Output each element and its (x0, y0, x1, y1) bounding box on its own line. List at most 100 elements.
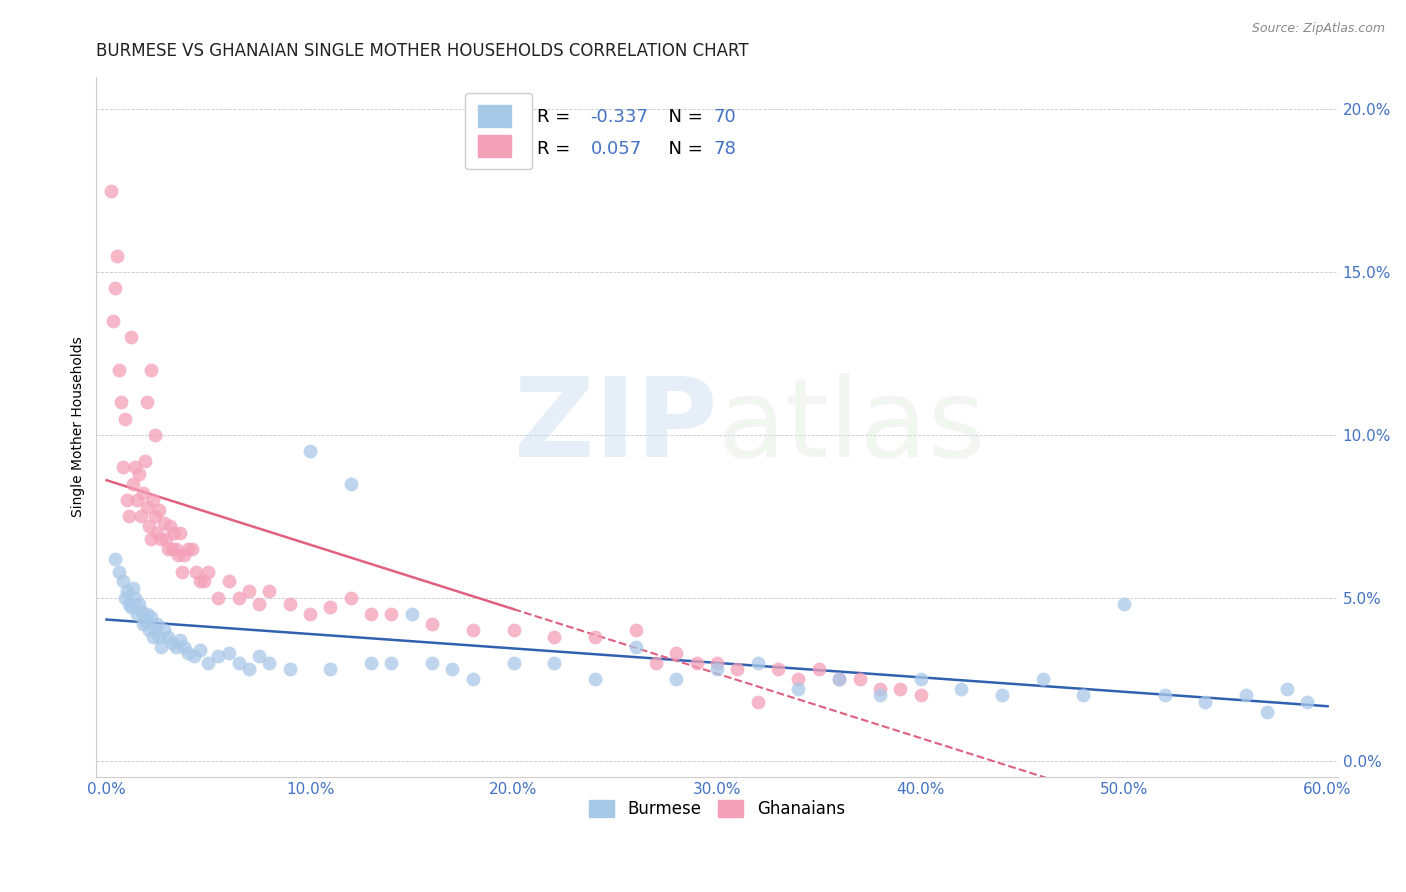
Point (122, 476, 145, 491)
Point (583, 630, 606, 644)
Point (747, 695, 769, 709)
Point (132, 486, 155, 500)
Point (129, 509, 152, 524)
Point (124, 460, 146, 475)
Point (247, 597, 270, 611)
Point (128, 597, 150, 611)
Point (218, 646, 240, 660)
Point (142, 630, 165, 644)
Point (543, 656, 565, 670)
Point (380, 607, 402, 621)
Point (910, 672, 932, 686)
Point (339, 591, 361, 605)
Point (156, 541, 179, 556)
Point (420, 656, 443, 670)
Point (247, 649, 270, 664)
Point (848, 672, 870, 686)
Point (747, 656, 769, 670)
Point (401, 607, 423, 621)
Point (107, 565, 129, 579)
Point (197, 656, 219, 670)
Point (177, 541, 200, 556)
Point (807, 662, 830, 676)
Point (146, 616, 169, 631)
Point (259, 656, 281, 670)
Point (177, 646, 200, 660)
Point (104, 281, 127, 295)
Point (146, 525, 169, 540)
Point (1073, 689, 1095, 703)
Point (420, 616, 443, 631)
Point (1275, 681, 1298, 696)
Point (991, 689, 1014, 703)
Point (165, 541, 187, 556)
Point (125, 493, 148, 508)
Point (1296, 695, 1319, 709)
Point (173, 549, 195, 563)
Point (120, 600, 142, 615)
Point (502, 656, 524, 670)
Point (299, 444, 322, 458)
Text: -0.337: -0.337 (591, 108, 648, 126)
Point (160, 636, 183, 650)
Point (160, 541, 183, 556)
Point (118, 509, 141, 524)
Text: BURMESE VS GHANAIAN SINGLE MOTHER HOUSEHOLDS CORRELATION CHART: BURMESE VS GHANAIAN SINGLE MOTHER HOUSEH… (97, 42, 749, 60)
Point (124, 591, 146, 605)
Point (869, 681, 891, 696)
Point (136, 395, 159, 409)
Point (136, 500, 159, 514)
Point (181, 541, 204, 556)
Point (889, 681, 911, 696)
Point (441, 662, 464, 676)
Point (145, 428, 167, 442)
Point (165, 640, 187, 654)
Point (828, 672, 851, 686)
Point (207, 591, 229, 605)
Point (141, 610, 163, 624)
Point (107, 362, 129, 376)
Point (111, 574, 134, 589)
Point (118, 597, 141, 611)
Point (461, 624, 484, 638)
Text: N =: N = (658, 140, 709, 158)
Point (1153, 689, 1175, 703)
Point (207, 649, 229, 664)
Point (502, 624, 524, 638)
Point (706, 662, 728, 676)
Point (150, 532, 173, 546)
Point (686, 656, 709, 670)
Point (461, 672, 484, 686)
Point (114, 411, 136, 425)
Point (645, 656, 668, 670)
Point (145, 509, 167, 524)
Text: Source: ZipAtlas.com: Source: ZipAtlas.com (1251, 22, 1385, 36)
Point (148, 630, 170, 644)
Point (543, 630, 565, 644)
Point (156, 630, 179, 644)
Point (869, 689, 891, 703)
Point (100, 184, 122, 198)
Point (134, 614, 156, 628)
Point (238, 662, 260, 676)
Point (787, 681, 810, 696)
Point (1032, 672, 1054, 686)
Point (1112, 597, 1135, 611)
Point (114, 591, 136, 605)
Point (115, 493, 138, 508)
Point (115, 584, 138, 599)
Point (150, 640, 173, 654)
Point (155, 532, 177, 546)
Point (1194, 695, 1216, 709)
Point (101, 314, 124, 328)
Point (278, 662, 301, 676)
Point (360, 656, 382, 670)
Point (360, 607, 382, 621)
Legend: Burmese, Ghanaians: Burmese, Ghanaians (582, 793, 852, 824)
Point (380, 656, 402, 670)
Point (173, 640, 195, 654)
Point (1256, 705, 1278, 719)
Point (122, 581, 145, 595)
Point (188, 643, 211, 657)
Point (228, 656, 250, 670)
